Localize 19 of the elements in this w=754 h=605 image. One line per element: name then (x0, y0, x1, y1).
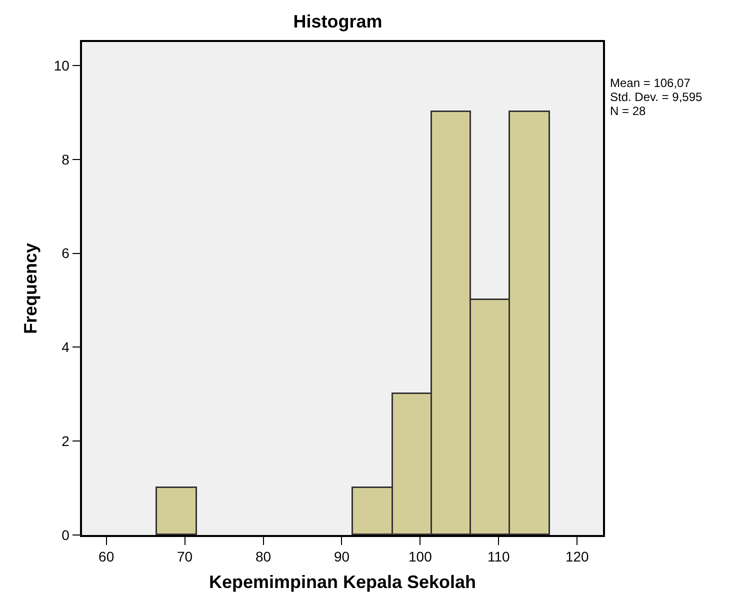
x-tick-label: 60 (98, 548, 114, 565)
y-tick-label: 4 (62, 339, 70, 356)
y-tick-label: 2 (62, 433, 70, 449)
text: N = 28 (610, 104, 646, 118)
chart-title: Histogram (293, 12, 382, 32)
x-axis-title: Kepemimpinan Kepala Sekolah (208, 572, 476, 592)
x-tick-label: 110 (487, 548, 510, 565)
text: Std. Dev. = 9,595 (610, 90, 702, 104)
text: Mean = 106,07 (610, 76, 691, 90)
x-tick-label: 120 (565, 548, 590, 565)
y-axis-title: Frequency (20, 242, 41, 334)
x-tick-label: 80 (255, 548, 272, 565)
y-tick-label: 8 (62, 151, 70, 168)
y-tick-label: 0 (62, 526, 70, 543)
x-tick-label: 70 (177, 548, 193, 565)
y-tick-label: 6 (62, 245, 70, 262)
x-tick-label: 100 (408, 548, 432, 565)
x-tick-label: 90 (334, 548, 350, 565)
y-tick-label: 10 (54, 57, 70, 74)
